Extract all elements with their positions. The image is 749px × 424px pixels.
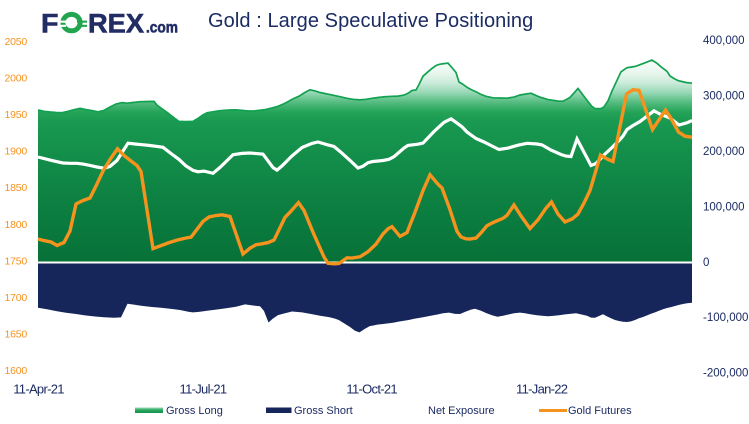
svg-text:11-Jan-22: 11-Jan-22 [516,382,568,397]
svg-text:-100,000: -100,000 [703,312,748,324]
svg-text:400,000: 400,000 [703,35,745,47]
svg-text:1850: 1850 [4,182,27,194]
svg-text:2050: 2050 [4,36,27,48]
svg-text:1950: 1950 [4,109,27,121]
svg-text:F: F [41,9,59,39]
svg-text:Net Exposure: Net Exposure [428,405,495,417]
svg-text:200,000: 200,000 [703,146,745,158]
svg-text:1650: 1650 [4,329,27,341]
svg-text:100,000: 100,000 [703,201,745,213]
svg-text:Gross Long: Gross Long [166,405,223,417]
svg-text:11-Apr-21: 11-Apr-21 [13,382,64,397]
svg-text:2000: 2000 [4,72,27,84]
svg-text:300,000: 300,000 [703,91,745,103]
svg-text:0: 0 [703,257,709,269]
svg-text:REX: REX [88,9,144,39]
svg-text:Gross Short: Gross Short [294,405,353,417]
svg-text:1900: 1900 [4,146,27,158]
svg-text:11-Oct-21: 11-Oct-21 [346,382,397,397]
svg-text:11-Jul-21: 11-Jul-21 [180,382,227,397]
svg-text:1700: 1700 [4,292,27,304]
svg-text:1800: 1800 [4,219,27,231]
svg-text:1750: 1750 [4,255,27,267]
svg-text:1600: 1600 [4,365,27,377]
svg-text:Gold Futures: Gold Futures [568,405,632,417]
svg-text:.com: .com [146,19,178,36]
svg-text:-200,000: -200,000 [703,368,748,380]
